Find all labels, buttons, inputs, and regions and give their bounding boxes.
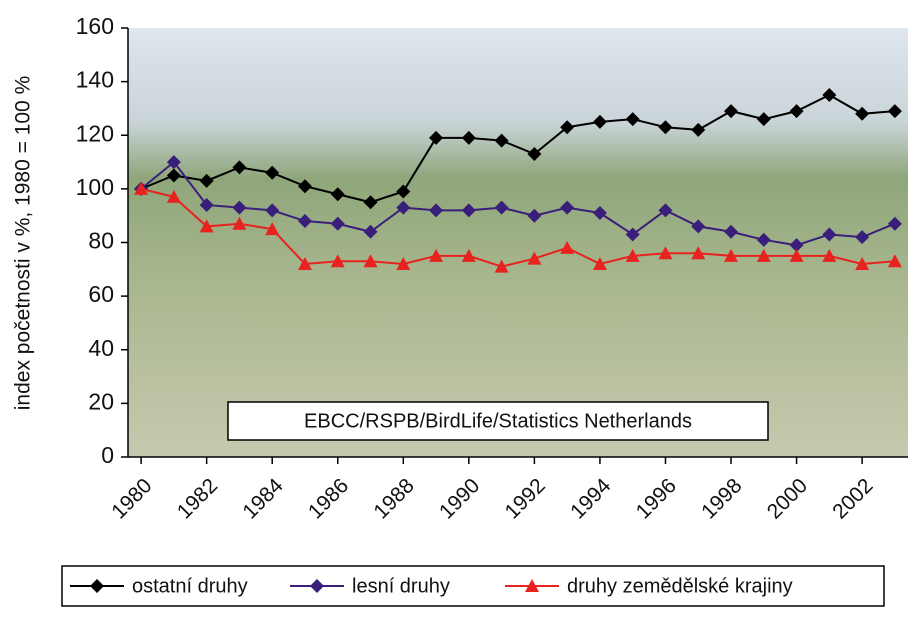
x-tick-label: 2000 (763, 474, 812, 523)
x-tick-label: 1982 (173, 474, 222, 523)
x-tick-label: 1992 (501, 474, 550, 523)
y-tick-label: 100 (76, 174, 114, 200)
x-tick-label: 2002 (828, 474, 877, 523)
y-tick-label: 80 (88, 228, 114, 254)
x-tick-label: 1986 (304, 474, 353, 523)
x-tick-label: 1990 (435, 474, 484, 523)
legend-label: lesní druhy (352, 575, 450, 597)
legend-label: druhy zemědělské krajiny (567, 575, 793, 597)
y-tick-label: 140 (76, 67, 114, 93)
plot-background (128, 28, 908, 457)
y-tick-label: 20 (88, 388, 114, 414)
y-tick-label: 0 (101, 442, 114, 468)
x-tick-label: 1980 (107, 474, 156, 523)
page: {"chart_data": {"type": "line", "y_label… (0, 0, 908, 612)
x-tick-label: 1988 (369, 474, 418, 523)
annotation: EBCC/RSPB/BirdLife/Statistics Netherland… (304, 410, 692, 432)
y-tick-label: 160 (76, 13, 114, 39)
y-tick-label: 60 (88, 281, 114, 307)
x-tick-label: 1996 (632, 474, 681, 523)
x-tick-label: 1994 (566, 474, 616, 524)
legend-label: ostatní druhy (132, 575, 248, 597)
x-tick-label: 1984 (238, 474, 288, 524)
x-tick-label: 1998 (697, 474, 746, 523)
y-axis-title: index početnosti v %, 1980 = 100 % (12, 76, 35, 410)
y-tick-label: 40 (88, 335, 114, 361)
y-tick-label: 120 (76, 120, 114, 146)
chart: index početnosti v %, 1980 = 100 % EBCC/… (0, 0, 908, 612)
